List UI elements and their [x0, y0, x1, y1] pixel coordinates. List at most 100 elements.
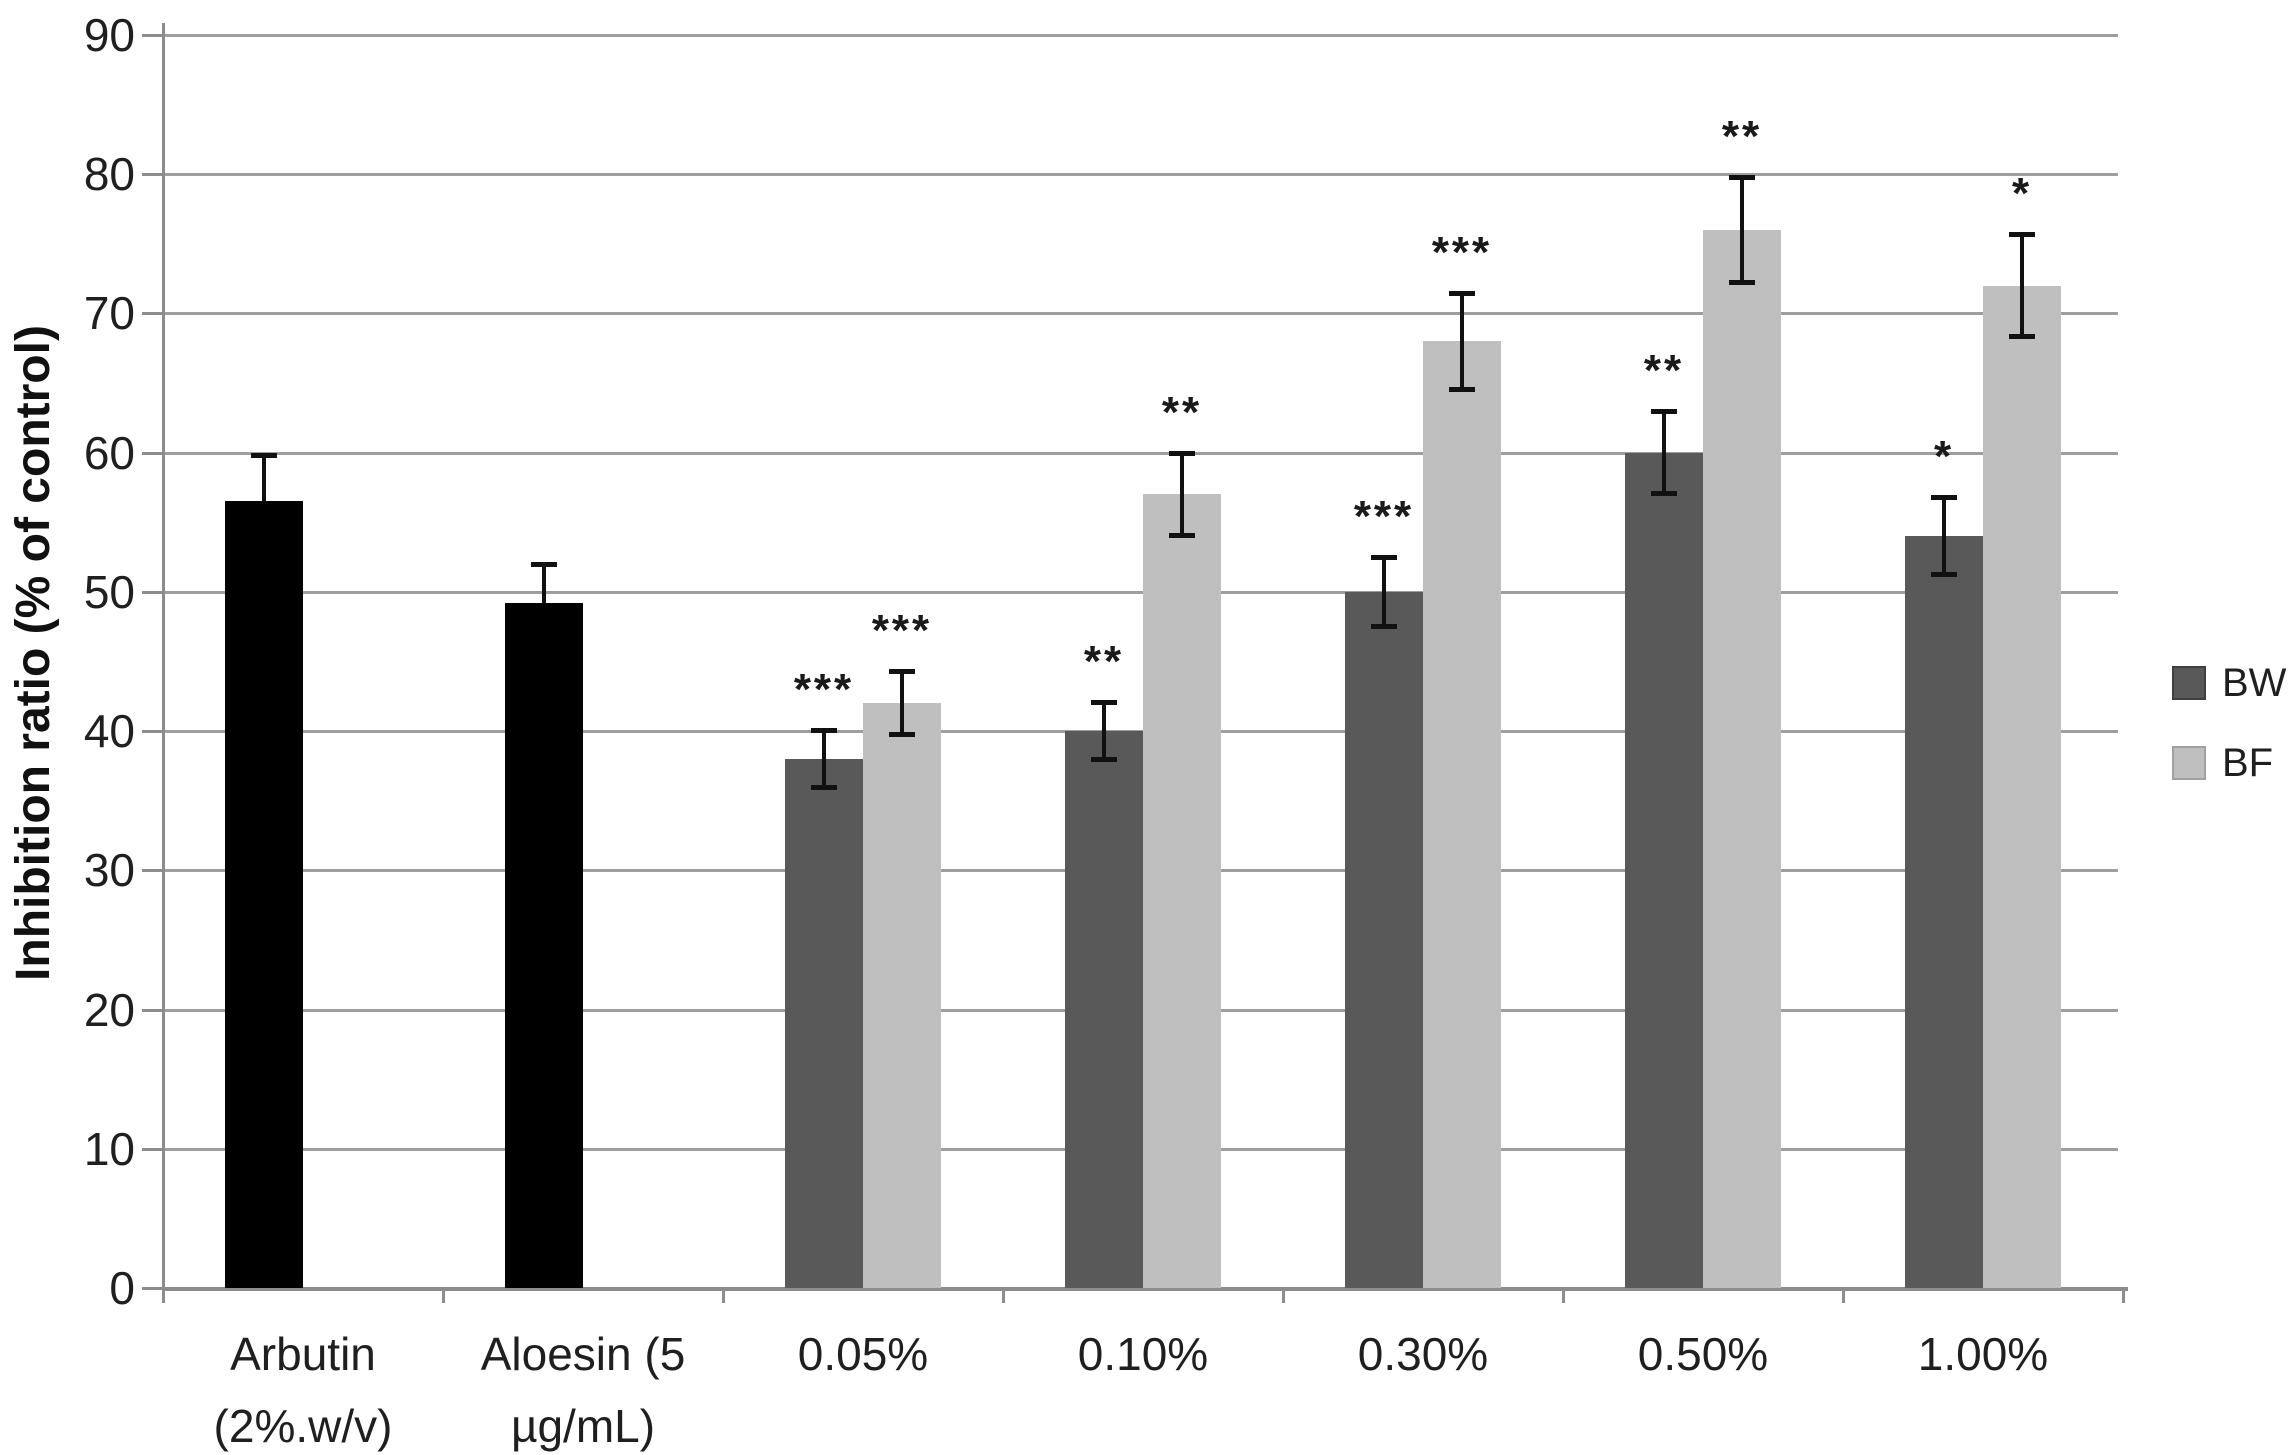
error-bar-line [542, 564, 546, 603]
error-bar-cap-top [1371, 555, 1397, 561]
bar-bf-2 [863, 703, 941, 1288]
y-tick-60 [142, 451, 162, 455]
x-boundary-tick-4 [1282, 1288, 1285, 1303]
x-boundary-tick-5 [1562, 1288, 1565, 1303]
bar-control-1 [505, 603, 583, 1288]
error-bar-cap-top [251, 453, 277, 459]
significance-stars: *** [871, 606, 933, 656]
x-boundary-tick-1 [442, 1288, 445, 1303]
error-bar-cap-top [1931, 495, 1957, 501]
x-category-label-line: (2%.w/v) [213, 1400, 393, 1452]
gridline-50 [163, 590, 2118, 594]
gridline-90 [163, 34, 2118, 37]
error-bar-cap-bottom [1371, 623, 1397, 629]
y-tick-40 [142, 730, 162, 734]
x-category-label-0: Arbutin (2%.w/v) [163, 1318, 443, 1455]
error-bar-cap-top [889, 669, 915, 675]
y-tick-30 [142, 869, 162, 873]
y-tick-label-30: 30 [83, 844, 135, 897]
significance-stars: * [1933, 432, 1955, 482]
legend-label-bw: BW [2222, 661, 2287, 705]
y-tick-20 [142, 1008, 162, 1012]
bar-bw-5 [1625, 452, 1703, 1288]
x-category-label-line: 0.50% [1637, 1328, 1769, 1380]
x-boundary-tick-0 [162, 1288, 165, 1303]
significance-stars: ** [1083, 636, 1125, 686]
error-bar-line [2020, 234, 2024, 338]
error-bar-cap-bottom [1169, 533, 1195, 539]
y-tick-90 [142, 34, 162, 37]
bar-control-0 [225, 501, 303, 1288]
y-tick-label-0: 0 [109, 1262, 135, 1314]
x-category-label-2: 0.05% [723, 1318, 1003, 1390]
error-bar-cap-top [1091, 699, 1117, 705]
y-tick-0 [142, 1287, 162, 1290]
x-boundary-tick-2 [722, 1288, 725, 1303]
y-tick-label-20: 20 [83, 983, 135, 1036]
x-category-label-line: Aloesin (5 [480, 1328, 686, 1380]
error-bar-cap-bottom [1931, 572, 1957, 578]
error-bar-cap-top [1729, 175, 1755, 180]
x-category-label-6: 1.00% [1843, 1318, 2123, 1390]
legend: BW BF [2172, 662, 2286, 784]
y-tick-10 [142, 1147, 162, 1151]
bar-bw-2 [785, 758, 863, 1288]
error-bar-cap-bottom [889, 732, 915, 738]
bar-bw-6 [1905, 536, 1983, 1288]
error-bar-line [1740, 177, 1744, 283]
x-category-label-line: µg/mL) [510, 1400, 656, 1452]
y-tick-70 [142, 312, 162, 316]
y-tick-label-50: 50 [83, 565, 135, 618]
y-axis-title: Inhibition ratio (% of control) [7, 325, 60, 981]
error-bar-cap-bottom [2009, 334, 2035, 340]
error-bar-cap-top [2009, 232, 2035, 238]
error-bar-line [1382, 557, 1386, 627]
error-bar-line [1942, 497, 1946, 576]
error-bar-line [1662, 410, 1666, 495]
error-bar-cap-top [1169, 450, 1195, 456]
legend-swatch-bf [2172, 746, 2206, 780]
x-boundary-tick-3 [1002, 1288, 1005, 1303]
error-bar-cap-bottom [1449, 387, 1475, 393]
significance-stars: ** [1721, 112, 1763, 161]
error-bar-line [262, 455, 266, 502]
y-tick-label-70: 70 [83, 287, 135, 340]
legend-item-bw: BW [2172, 662, 2286, 704]
error-bar-line [900, 671, 904, 736]
legend-swatch-bw [2172, 666, 2206, 700]
x-category-label-1: Aloesin (5 µg/mL) [443, 1318, 723, 1455]
error-bar-cap-bottom [1729, 279, 1755, 285]
bar-bw-3 [1065, 731, 1143, 1288]
y-tick-50 [142, 590, 162, 594]
bar-bw-4 [1345, 591, 1423, 1288]
x-category-label-line: 1.00% [1917, 1328, 2049, 1380]
gridline-80 [163, 173, 2118, 177]
x-category-label-line: 0.10% [1077, 1328, 1209, 1380]
x-category-label-line: 0.30% [1357, 1328, 1489, 1380]
error-bar-cap-bottom [811, 785, 837, 791]
error-bar-cap-bottom [1091, 757, 1117, 763]
bar-bf-4 [1423, 341, 1501, 1288]
error-bar-line [1102, 701, 1106, 761]
y-tick-label-60: 60 [83, 426, 135, 479]
bar-bf-5 [1703, 229, 1781, 1288]
significance-stars: *** [1431, 227, 1493, 277]
gridline-70 [163, 312, 2118, 316]
error-bar-cap-top [811, 727, 837, 733]
significance-stars: *** [1353, 492, 1415, 542]
bar-bf-3 [1143, 494, 1221, 1288]
gridline-60 [163, 451, 2118, 455]
x-category-label-3: 0.10% [1003, 1318, 1283, 1390]
bar-bf-6 [1983, 285, 2061, 1288]
y-axis-line [162, 23, 165, 1290]
x-category-label-line: 0.05% [797, 1328, 929, 1380]
x-axis-line [163, 1287, 2128, 1291]
x-boundary-tick-7 [2122, 1288, 2125, 1303]
y-tick-80 [142, 173, 162, 177]
legend-label-bf: BF [2222, 741, 2274, 785]
significance-stars: *** [793, 664, 855, 714]
significance-stars: * [2011, 169, 2033, 219]
error-bar-line [1180, 452, 1184, 537]
x-category-label-4: 0.30% [1283, 1318, 1563, 1390]
